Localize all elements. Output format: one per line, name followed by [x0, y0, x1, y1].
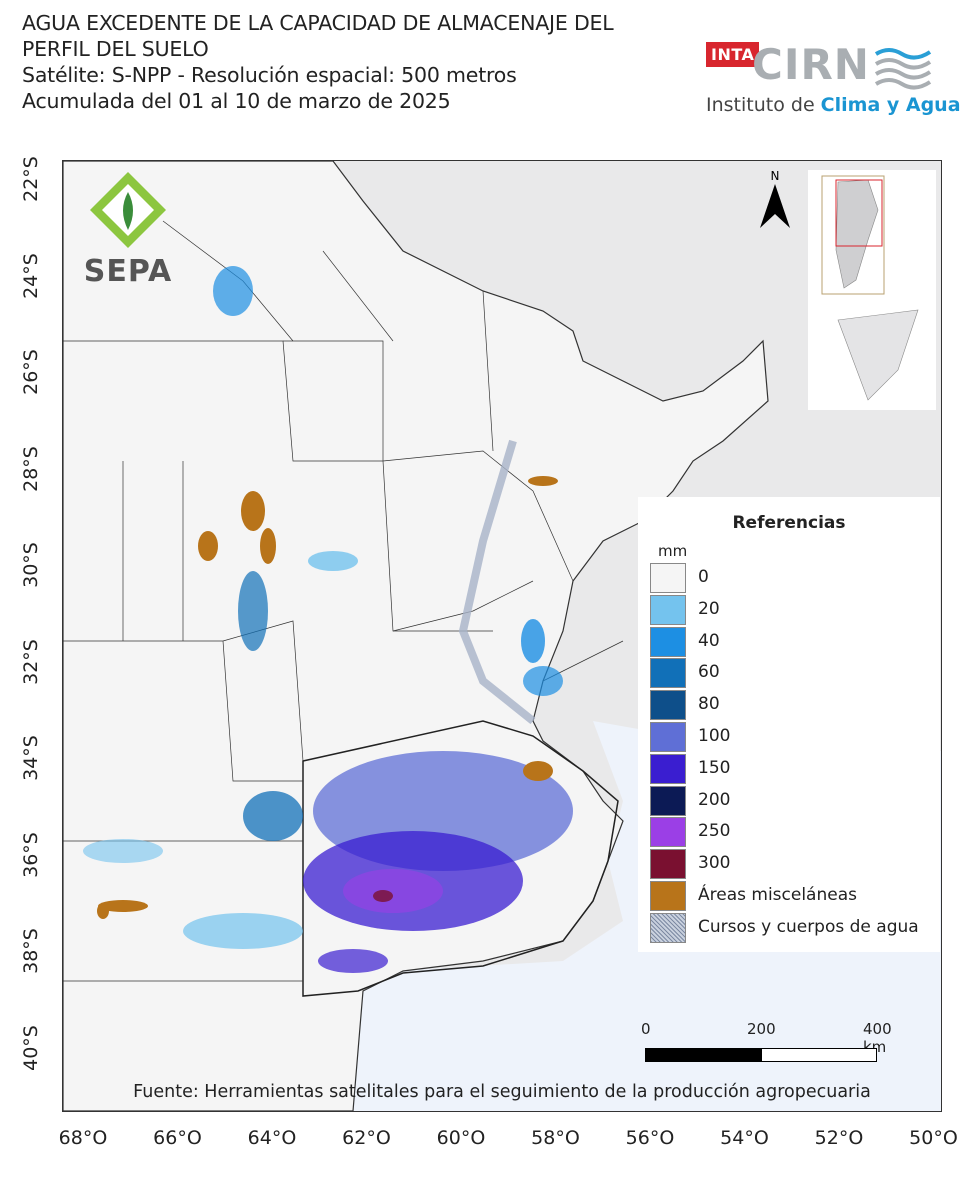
miscellaneous-areas: [97, 476, 558, 919]
legend-label: 80: [698, 694, 720, 715]
scale-bar-white: [761, 1048, 877, 1062]
lon-tick-label: 52°O: [814, 1127, 864, 1149]
inset-map-canvas: [821, 175, 919, 401]
legend-swatch: [650, 722, 686, 752]
institute-prefix: Instituto de: [706, 94, 821, 116]
legend-swatch: [650, 753, 686, 784]
lon-tick-label: 68°O: [58, 1127, 108, 1149]
sepa-leaf-icon: [90, 172, 166, 248]
lon-tick-label: 54°O: [720, 1127, 769, 1149]
lon-tick-label: 62°O: [342, 1127, 391, 1149]
inta-logo: INTA: [706, 42, 760, 67]
lat-tick-label: 40°S: [20, 1024, 42, 1071]
institute-name: Instituto de Clima y Agua: [706, 94, 961, 116]
lat-tick-label: 32°S: [20, 638, 42, 685]
excess-water-areas: [83, 266, 573, 973]
map-subtitle-satellite: Satélite: S-NPP - Resolución espacial: 5…: [22, 63, 517, 87]
lat-tick-label: 36°S: [20, 831, 42, 878]
map-canvas: [63, 161, 941, 1111]
legend-label: Áreas misceláneas: [698, 885, 857, 905]
lon-tick-label: 56°O: [625, 1127, 675, 1149]
map-title-line-1: AGUA EXCEDENTE DE LA CAPACIDAD DE ALMACE…: [22, 11, 614, 35]
legend-swatch: [650, 563, 686, 593]
legend-unit: mm: [658, 542, 688, 560]
north-label: N: [771, 169, 780, 183]
map-subtitle-period: Acumulada del 01 al 10 de marzo de 2025: [22, 89, 451, 113]
legend-swatch: [650, 817, 686, 848]
lon-tick-label: 58°O: [531, 1127, 580, 1149]
legend-swatch: [650, 594, 686, 625]
legend-swatch: [650, 626, 686, 657]
map-legend: Referencias mm 0 20 40 60 80 100 150 200 250 300 Á…: [638, 497, 940, 952]
legend-label: Cursos y cuerpos de agua: [698, 916, 919, 937]
legend-label: 200: [698, 789, 731, 810]
legend-swatch: [650, 912, 686, 943]
north-arrow-icon: N: [760, 169, 790, 228]
location-inset-map: [808, 170, 936, 410]
legend-label: 100: [698, 726, 731, 746]
map-title-line-2: PERFIL DEL SUELO: [22, 37, 209, 61]
parana-river: [458, 439, 536, 725]
lon-tick-label: 66°O: [153, 1127, 202, 1149]
lat-tick-label: 34°S: [20, 735, 42, 781]
lat-tick-label: 38°S: [20, 928, 42, 974]
lon-tick-label: 50°O: [909, 1127, 958, 1149]
lat-tick-label: 22°S: [20, 156, 42, 202]
cirn-logo-text: CIRN: [752, 40, 870, 89]
lat-tick-label: 24°S: [20, 252, 42, 299]
scale-bar: 0 200 400 km: [641, 1020, 892, 1065]
legend-label: 20: [698, 598, 720, 619]
lat-tick-label: 30°S: [20, 542, 42, 588]
legend-title: Referencias: [732, 513, 846, 533]
legend-swatch: [650, 881, 686, 911]
legend-swatch: [650, 658, 686, 689]
legend-label: 150: [698, 757, 731, 778]
legend-label: 60: [698, 662, 720, 683]
map-title-block: AGUA EXCEDENTE DE LA CAPACIDAD DE ALMACE…: [22, 10, 682, 114]
lon-tick-label: 64°O: [247, 1127, 297, 1149]
source-caption: Fuente: Herramientas satelitales para el…: [133, 1082, 871, 1102]
lon-tick-label: 60°O: [436, 1127, 486, 1149]
legend-label: 250: [698, 821, 731, 842]
lat-tick-label: 28°S: [20, 445, 42, 492]
legend-label: 0: [698, 567, 709, 587]
legend-label: 300: [698, 853, 731, 874]
scale-label-200: 200: [747, 1020, 776, 1038]
scale-label-0: 0: [641, 1020, 651, 1038]
cirn-waves-icon: [874, 48, 932, 90]
sepa-logo-text: SEPA: [83, 254, 173, 289]
legend-swatch: [650, 785, 686, 816]
map-frame: [62, 160, 942, 1112]
inta-logo-text: INTA: [706, 42, 760, 67]
buenos-aires-province: [302, 720, 619, 997]
institute-highlight: Clima y Agua: [820, 94, 961, 116]
argentina-land: [63, 161, 769, 1111]
legend-label: 40: [698, 630, 720, 651]
scale-bar-black: [645, 1048, 762, 1062]
lat-tick-label: 26°S: [20, 349, 42, 395]
sepa-logo: SEPA: [78, 170, 178, 290]
legend-swatch: [650, 849, 686, 880]
legend-swatch: [650, 690, 686, 721]
